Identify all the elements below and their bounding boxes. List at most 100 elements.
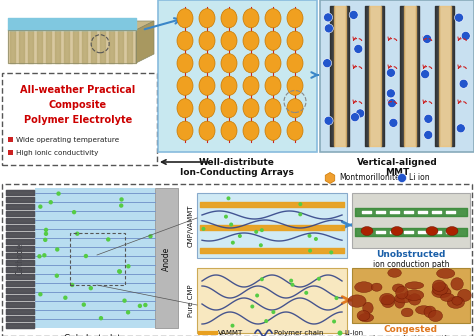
- Ellipse shape: [265, 31, 281, 50]
- FancyBboxPatch shape: [155, 188, 178, 328]
- Ellipse shape: [348, 295, 366, 307]
- Ellipse shape: [287, 31, 303, 50]
- Bar: [8, 137, 13, 142]
- Ellipse shape: [177, 121, 193, 140]
- Ellipse shape: [392, 284, 404, 293]
- Ellipse shape: [177, 76, 193, 95]
- Circle shape: [259, 243, 263, 247]
- Circle shape: [423, 34, 432, 43]
- FancyBboxPatch shape: [35, 188, 155, 328]
- Circle shape: [324, 24, 333, 33]
- Circle shape: [389, 118, 398, 127]
- Text: Pure CMP: Pure CMP: [188, 284, 194, 317]
- Circle shape: [84, 254, 88, 258]
- Text: ion conduction path: ion conduction path: [373, 260, 449, 269]
- Circle shape: [317, 277, 321, 281]
- Circle shape: [48, 200, 53, 204]
- Circle shape: [332, 320, 336, 324]
- Circle shape: [82, 302, 86, 307]
- Ellipse shape: [265, 54, 281, 73]
- Circle shape: [254, 230, 258, 234]
- Text: Li-ion: Li-ion: [344, 330, 363, 336]
- Ellipse shape: [359, 313, 374, 322]
- Ellipse shape: [405, 282, 424, 289]
- Ellipse shape: [357, 310, 370, 321]
- Ellipse shape: [426, 226, 438, 236]
- Polygon shape: [136, 21, 154, 63]
- Text: All-weather Practical: All-weather Practical: [20, 85, 136, 95]
- Text: Ion-Conducting Arrays: Ion-Conducting Arrays: [180, 168, 294, 177]
- Ellipse shape: [221, 31, 237, 50]
- Circle shape: [75, 232, 80, 236]
- Ellipse shape: [243, 31, 259, 50]
- Ellipse shape: [380, 293, 394, 305]
- Circle shape: [264, 319, 268, 323]
- Text: Li ion: Li ion: [409, 173, 429, 182]
- Circle shape: [118, 269, 122, 274]
- Circle shape: [272, 310, 275, 314]
- Text: Cathode: Cathode: [16, 243, 25, 275]
- Circle shape: [420, 70, 429, 79]
- Circle shape: [387, 99, 396, 108]
- Circle shape: [55, 274, 59, 278]
- Ellipse shape: [355, 282, 373, 293]
- Ellipse shape: [432, 287, 451, 298]
- Circle shape: [126, 310, 130, 314]
- Ellipse shape: [287, 121, 303, 140]
- Circle shape: [56, 192, 61, 196]
- Circle shape: [424, 130, 433, 139]
- Ellipse shape: [424, 306, 436, 318]
- Circle shape: [324, 13, 333, 22]
- Circle shape: [99, 316, 103, 321]
- Circle shape: [227, 196, 230, 200]
- Text: Vertical-aligned: Vertical-aligned: [356, 158, 438, 167]
- Text: Unobstructed: Unobstructed: [376, 250, 446, 259]
- Circle shape: [143, 303, 147, 307]
- Text: High ionic conductivity: High ionic conductivity: [16, 150, 99, 156]
- Ellipse shape: [437, 268, 455, 278]
- Circle shape: [337, 331, 343, 336]
- Circle shape: [72, 210, 76, 214]
- Circle shape: [323, 59, 332, 68]
- FancyBboxPatch shape: [352, 193, 470, 248]
- Circle shape: [335, 296, 338, 300]
- Polygon shape: [8, 21, 154, 30]
- Text: Congested: Congested: [384, 325, 438, 334]
- Ellipse shape: [447, 297, 465, 308]
- Circle shape: [350, 113, 359, 122]
- Ellipse shape: [394, 296, 405, 308]
- Ellipse shape: [221, 9, 237, 28]
- FancyBboxPatch shape: [2, 73, 157, 165]
- FancyBboxPatch shape: [2, 184, 472, 336]
- Ellipse shape: [409, 294, 421, 305]
- Ellipse shape: [428, 310, 443, 322]
- Circle shape: [148, 234, 153, 239]
- Circle shape: [289, 279, 293, 283]
- Ellipse shape: [458, 289, 471, 301]
- Ellipse shape: [381, 295, 394, 308]
- Ellipse shape: [287, 9, 303, 28]
- Circle shape: [37, 254, 42, 258]
- Circle shape: [230, 324, 235, 328]
- FancyBboxPatch shape: [352, 268, 470, 323]
- Circle shape: [138, 304, 142, 308]
- Circle shape: [255, 294, 259, 297]
- Circle shape: [461, 31, 470, 40]
- Ellipse shape: [404, 290, 424, 300]
- Circle shape: [260, 277, 264, 281]
- Ellipse shape: [221, 54, 237, 73]
- Ellipse shape: [177, 9, 193, 28]
- Ellipse shape: [388, 268, 401, 277]
- Ellipse shape: [243, 54, 259, 73]
- Circle shape: [398, 173, 407, 182]
- FancyBboxPatch shape: [158, 0, 317, 152]
- Circle shape: [304, 291, 308, 295]
- Ellipse shape: [416, 306, 432, 314]
- Circle shape: [43, 238, 47, 242]
- Circle shape: [89, 286, 93, 290]
- Circle shape: [201, 227, 205, 231]
- Ellipse shape: [432, 282, 448, 295]
- Text: Montmorillonite: Montmorillonite: [339, 173, 400, 182]
- Circle shape: [119, 197, 124, 202]
- Ellipse shape: [382, 296, 392, 304]
